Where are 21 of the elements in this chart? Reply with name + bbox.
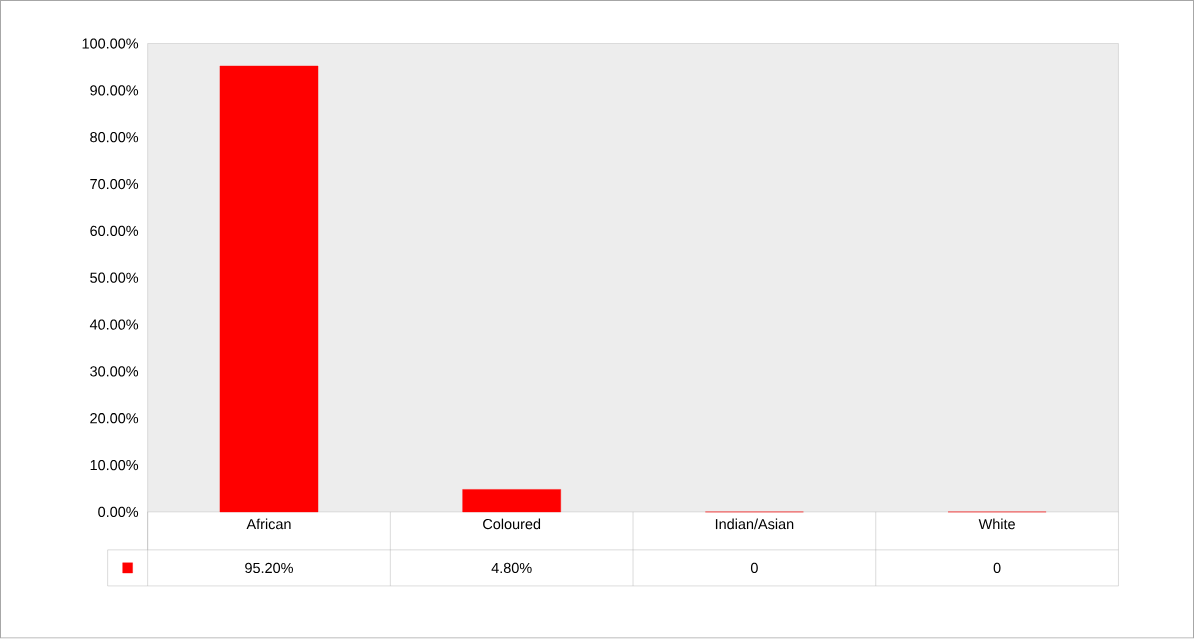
data-label: 4.80% xyxy=(491,563,532,574)
y-tick-label: 10.00% xyxy=(90,460,139,471)
x-tick-label: African xyxy=(246,518,291,530)
y-tick-label: 0.00% xyxy=(98,507,139,518)
y-tick-label: 50.00% xyxy=(90,272,139,284)
y-tick-label: 90.00% xyxy=(90,85,139,96)
data-label: 0 xyxy=(750,563,758,574)
x-tick-label: Coloured xyxy=(483,518,541,530)
y-tick-label: 70.00% xyxy=(90,179,139,190)
data-label: 0 xyxy=(993,563,1001,574)
bar xyxy=(462,489,561,513)
bar xyxy=(219,66,319,513)
x-tick-label: White xyxy=(978,518,1015,530)
y-tick-label: 100.00% xyxy=(82,38,139,49)
y-tick-label: 40.00% xyxy=(89,319,139,330)
y-tick-label: 30.00% xyxy=(90,366,139,377)
x-tick-label: Indian/Asian xyxy=(715,518,794,530)
y-tick-label: 60.00% xyxy=(90,225,139,237)
y-tick-label: 80.00% xyxy=(90,132,139,143)
y-tick-label: 20.00% xyxy=(90,413,139,424)
data-label: 95.20% xyxy=(245,563,293,574)
